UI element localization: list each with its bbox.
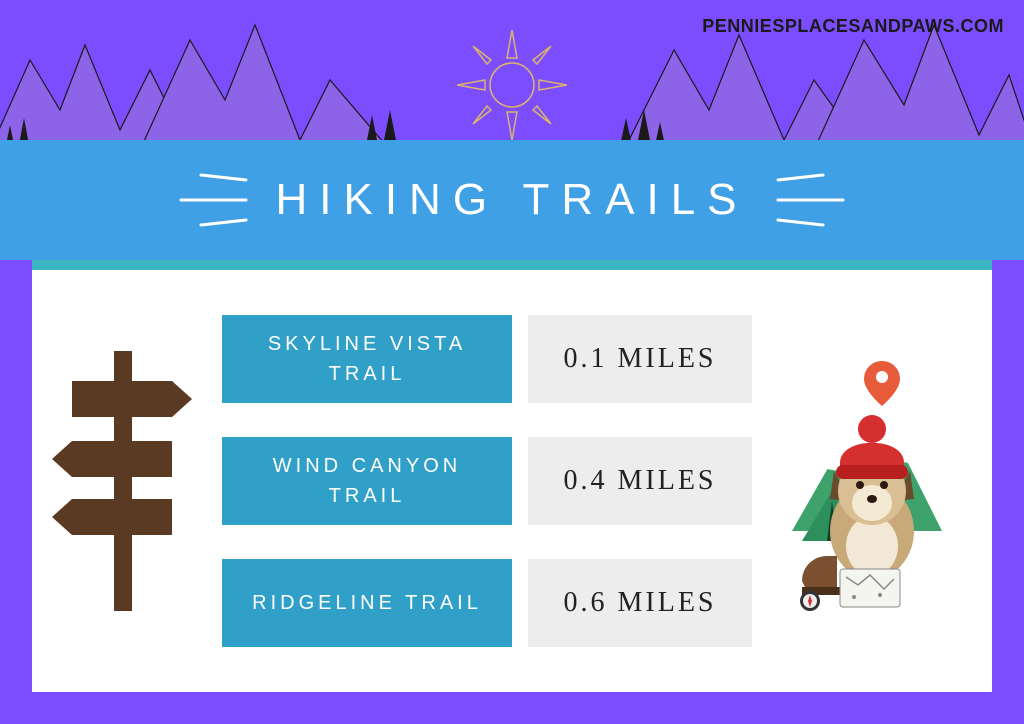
trail-name-cell: RIDGELINE TRAIL xyxy=(222,559,512,647)
content-card: SKYLINE VISTA TRAIL 0.1 MILES WIND CANYO… xyxy=(32,270,992,692)
burst-right-icon xyxy=(773,170,853,230)
trail-distance-cell: 0.1 MILES xyxy=(528,315,752,403)
mountains-right-illustration xyxy=(614,10,1024,160)
page-title: HIKING TRAILS xyxy=(275,175,748,225)
signpost-icon xyxy=(42,341,202,621)
title-bar: HIKING TRAILS xyxy=(0,140,1024,260)
trail-row: RIDGELINE TRAIL 0.6 MILES xyxy=(222,559,752,647)
trail-table: SKYLINE VISTA TRAIL 0.1 MILES WIND CANYO… xyxy=(222,315,752,647)
dog-illustration xyxy=(772,351,952,611)
sun-illustration xyxy=(457,30,567,140)
trail-distance-cell: 0.4 MILES xyxy=(528,437,752,525)
burst-left-icon xyxy=(171,170,251,230)
trail-row: WIND CANYON TRAIL 0.4 MILES xyxy=(222,437,752,525)
trail-row: SKYLINE VISTA TRAIL 0.1 MILES xyxy=(222,315,752,403)
teal-accent-strip xyxy=(32,260,992,270)
trail-name-cell: SKYLINE VISTA TRAIL xyxy=(222,315,512,403)
mountains-left-illustration xyxy=(0,10,410,160)
trail-distance-cell: 0.6 MILES xyxy=(528,559,752,647)
trail-name-cell: WIND CANYON TRAIL xyxy=(222,437,512,525)
